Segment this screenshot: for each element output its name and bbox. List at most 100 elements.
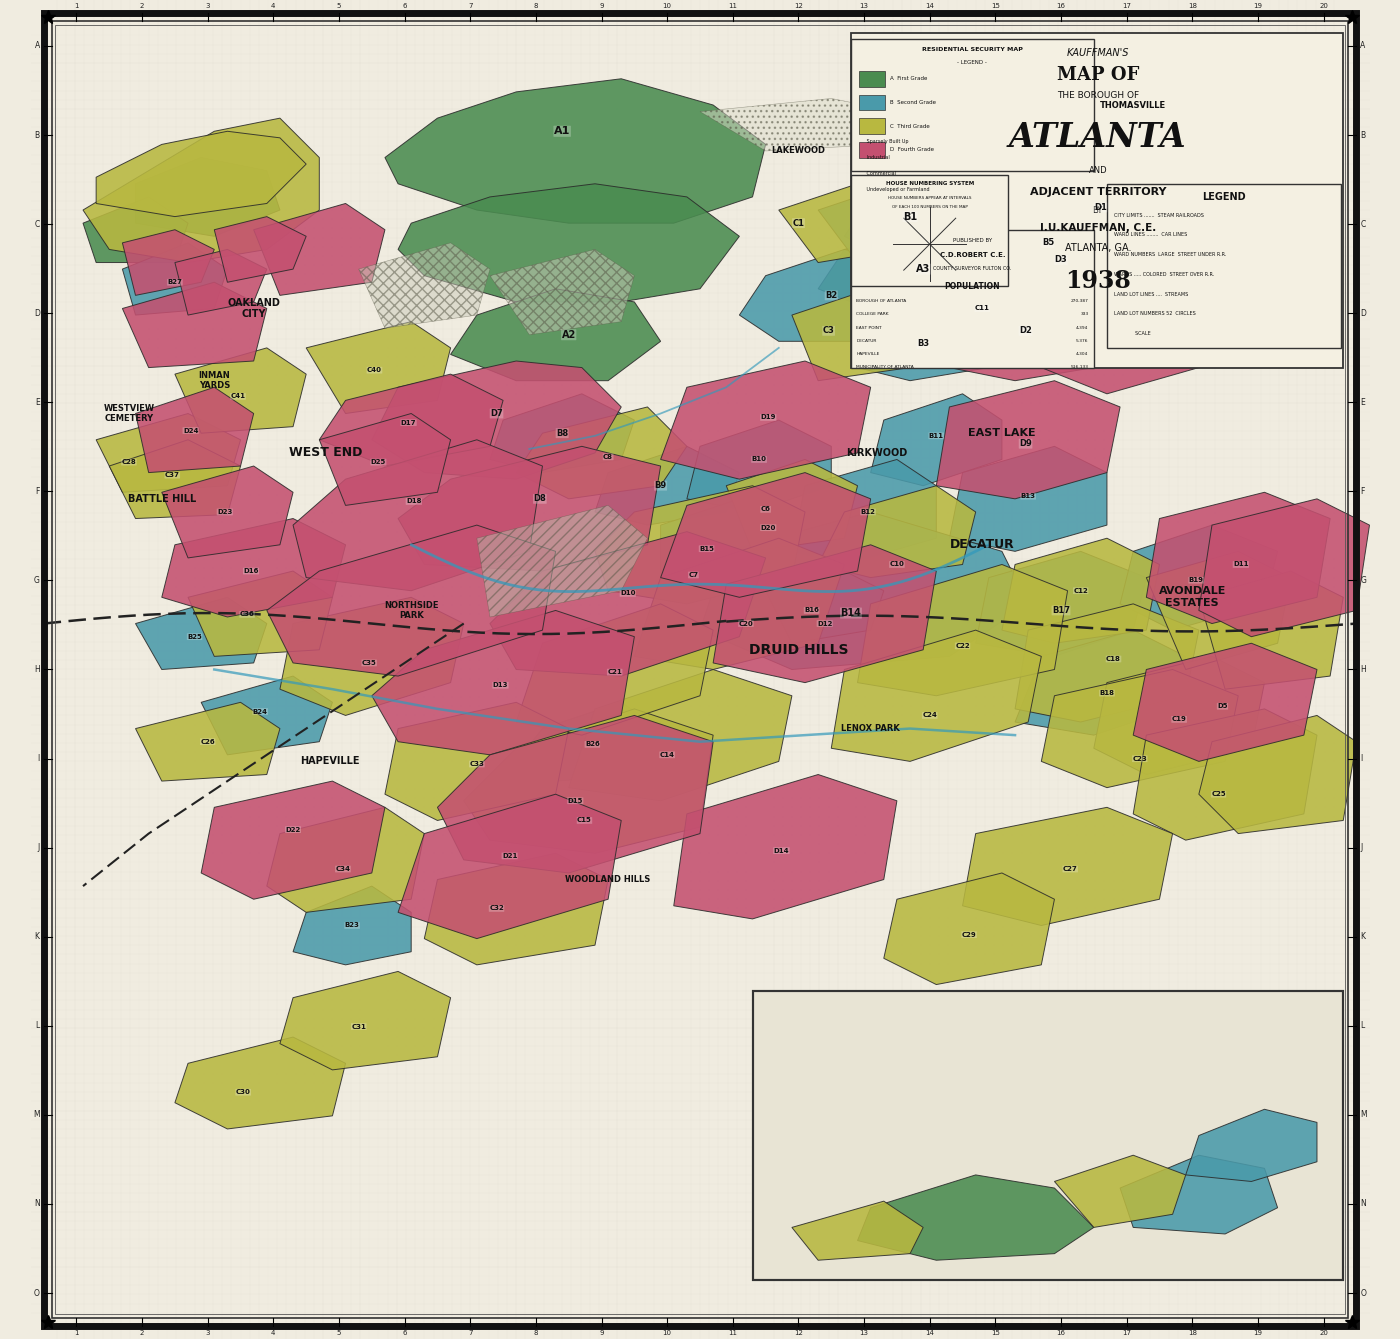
Polygon shape: [1002, 183, 1147, 276]
Polygon shape: [175, 348, 307, 434]
Polygon shape: [700, 99, 897, 151]
Text: D5: D5: [1217, 703, 1228, 710]
Polygon shape: [634, 538, 844, 670]
Text: B15: B15: [699, 546, 714, 552]
Text: LAND LOT NUMBERS 52  CIRCLES: LAND LOT NUMBERS 52 CIRCLES: [1113, 311, 1196, 316]
Polygon shape: [202, 676, 332, 755]
Polygon shape: [778, 183, 910, 262]
Polygon shape: [122, 242, 227, 315]
Polygon shape: [1120, 1156, 1278, 1235]
Text: INMAN
YARDS: INMAN YARDS: [199, 371, 230, 391]
Text: H: H: [1361, 665, 1366, 674]
Text: D: D: [1361, 309, 1366, 317]
Text: LEGEND: LEGEND: [1203, 191, 1246, 202]
Polygon shape: [595, 486, 805, 604]
Polygon shape: [1186, 1109, 1317, 1181]
Bar: [753, 991, 1343, 1280]
Text: 1: 1: [74, 1330, 78, 1336]
Text: C34: C34: [336, 866, 350, 872]
Text: 19: 19: [1253, 1330, 1263, 1336]
Text: D1: D1: [1093, 204, 1107, 212]
Text: B11: B11: [928, 432, 944, 439]
Polygon shape: [83, 118, 319, 262]
Polygon shape: [517, 407, 687, 499]
Text: C28: C28: [122, 459, 136, 465]
Polygon shape: [188, 570, 332, 656]
Text: 19: 19: [1253, 3, 1263, 9]
Text: LAKEWOOD: LAKEWOOD: [771, 146, 826, 155]
Polygon shape: [661, 473, 871, 597]
Text: PUBLISHED BY: PUBLISHED BY: [953, 237, 993, 242]
Text: J: J: [38, 844, 39, 852]
Text: D3: D3: [1054, 256, 1067, 264]
Polygon shape: [398, 794, 622, 939]
Text: C3: C3: [823, 327, 834, 335]
Polygon shape: [687, 420, 832, 511]
Polygon shape: [490, 249, 634, 335]
Text: WARD NUMBERS  LARGE  STREET UNDER R.R.: WARD NUMBERS LARGE STREET UNDER R.R.: [1113, 252, 1226, 257]
Text: A1: A1: [554, 126, 570, 137]
Polygon shape: [398, 446, 661, 570]
Polygon shape: [1198, 570, 1343, 690]
Text: B27: B27: [168, 280, 182, 285]
Text: M: M: [1361, 1110, 1366, 1119]
Text: NORTHSIDE
PARK: NORTHSIDE PARK: [384, 601, 438, 620]
Text: C31: C31: [351, 1023, 367, 1030]
Polygon shape: [858, 565, 1068, 696]
Text: B1: B1: [903, 212, 917, 221]
Text: C36: C36: [239, 612, 255, 617]
Text: 7: 7: [468, 3, 473, 9]
Text: WESTVIEW
CEMETERY: WESTVIEW CEMETERY: [104, 404, 154, 423]
Text: 12: 12: [794, 3, 802, 9]
Polygon shape: [949, 289, 1107, 380]
Text: 2: 2: [140, 1330, 144, 1336]
Text: WEST END: WEST END: [290, 446, 363, 459]
Text: J: J: [1361, 844, 1362, 852]
Polygon shape: [385, 79, 766, 224]
Polygon shape: [175, 1038, 346, 1129]
Text: - LEGEND -: - LEGEND -: [958, 60, 987, 66]
Text: A2: A2: [561, 329, 575, 340]
Text: 10: 10: [662, 3, 672, 9]
Polygon shape: [253, 204, 385, 296]
Text: 516,133: 516,133: [1071, 366, 1089, 370]
Text: Sparsely Built Up: Sparsely Built Up: [858, 139, 909, 145]
Text: EAST LAKE: EAST LAKE: [969, 428, 1036, 438]
Text: 7: 7: [468, 1330, 473, 1336]
Text: C25: C25: [1211, 791, 1226, 797]
Polygon shape: [136, 158, 280, 236]
Polygon shape: [700, 511, 1028, 670]
Polygon shape: [792, 459, 937, 565]
Polygon shape: [883, 873, 1054, 984]
Polygon shape: [661, 362, 871, 479]
Polygon shape: [1198, 499, 1369, 636]
Polygon shape: [97, 131, 307, 217]
Text: B12: B12: [861, 509, 875, 516]
Polygon shape: [910, 262, 1054, 355]
Text: A3: A3: [916, 264, 930, 274]
Text: THE BOROUGH OF: THE BOROUGH OF: [1057, 91, 1138, 100]
Polygon shape: [1120, 525, 1278, 631]
Text: WARDS ..... COLORED  STREET OVER R.R.: WARDS ..... COLORED STREET OVER R.R.: [1113, 272, 1214, 277]
Polygon shape: [713, 545, 937, 683]
Polygon shape: [897, 104, 1093, 151]
Polygon shape: [293, 886, 412, 965]
Text: B18: B18: [1099, 690, 1114, 696]
Text: C21: C21: [608, 670, 622, 675]
Polygon shape: [280, 597, 463, 715]
Text: D19: D19: [760, 415, 776, 420]
Text: C14: C14: [659, 751, 675, 758]
Polygon shape: [1002, 538, 1159, 643]
Text: B23: B23: [344, 923, 360, 928]
Polygon shape: [766, 565, 883, 643]
Text: 8: 8: [533, 1330, 538, 1336]
Text: D9: D9: [1019, 439, 1032, 449]
Text: D20: D20: [760, 525, 776, 530]
Text: LAND LOT LINES ....  STREAMS: LAND LOT LINES .... STREAMS: [1113, 292, 1187, 296]
Text: 20: 20: [1319, 3, 1329, 9]
Text: 4,394: 4,394: [1077, 325, 1089, 329]
Polygon shape: [595, 446, 739, 525]
Polygon shape: [1133, 643, 1317, 762]
Bar: [858, 118, 885, 134]
Text: BATTLE HILL: BATTLE HILL: [127, 494, 196, 503]
